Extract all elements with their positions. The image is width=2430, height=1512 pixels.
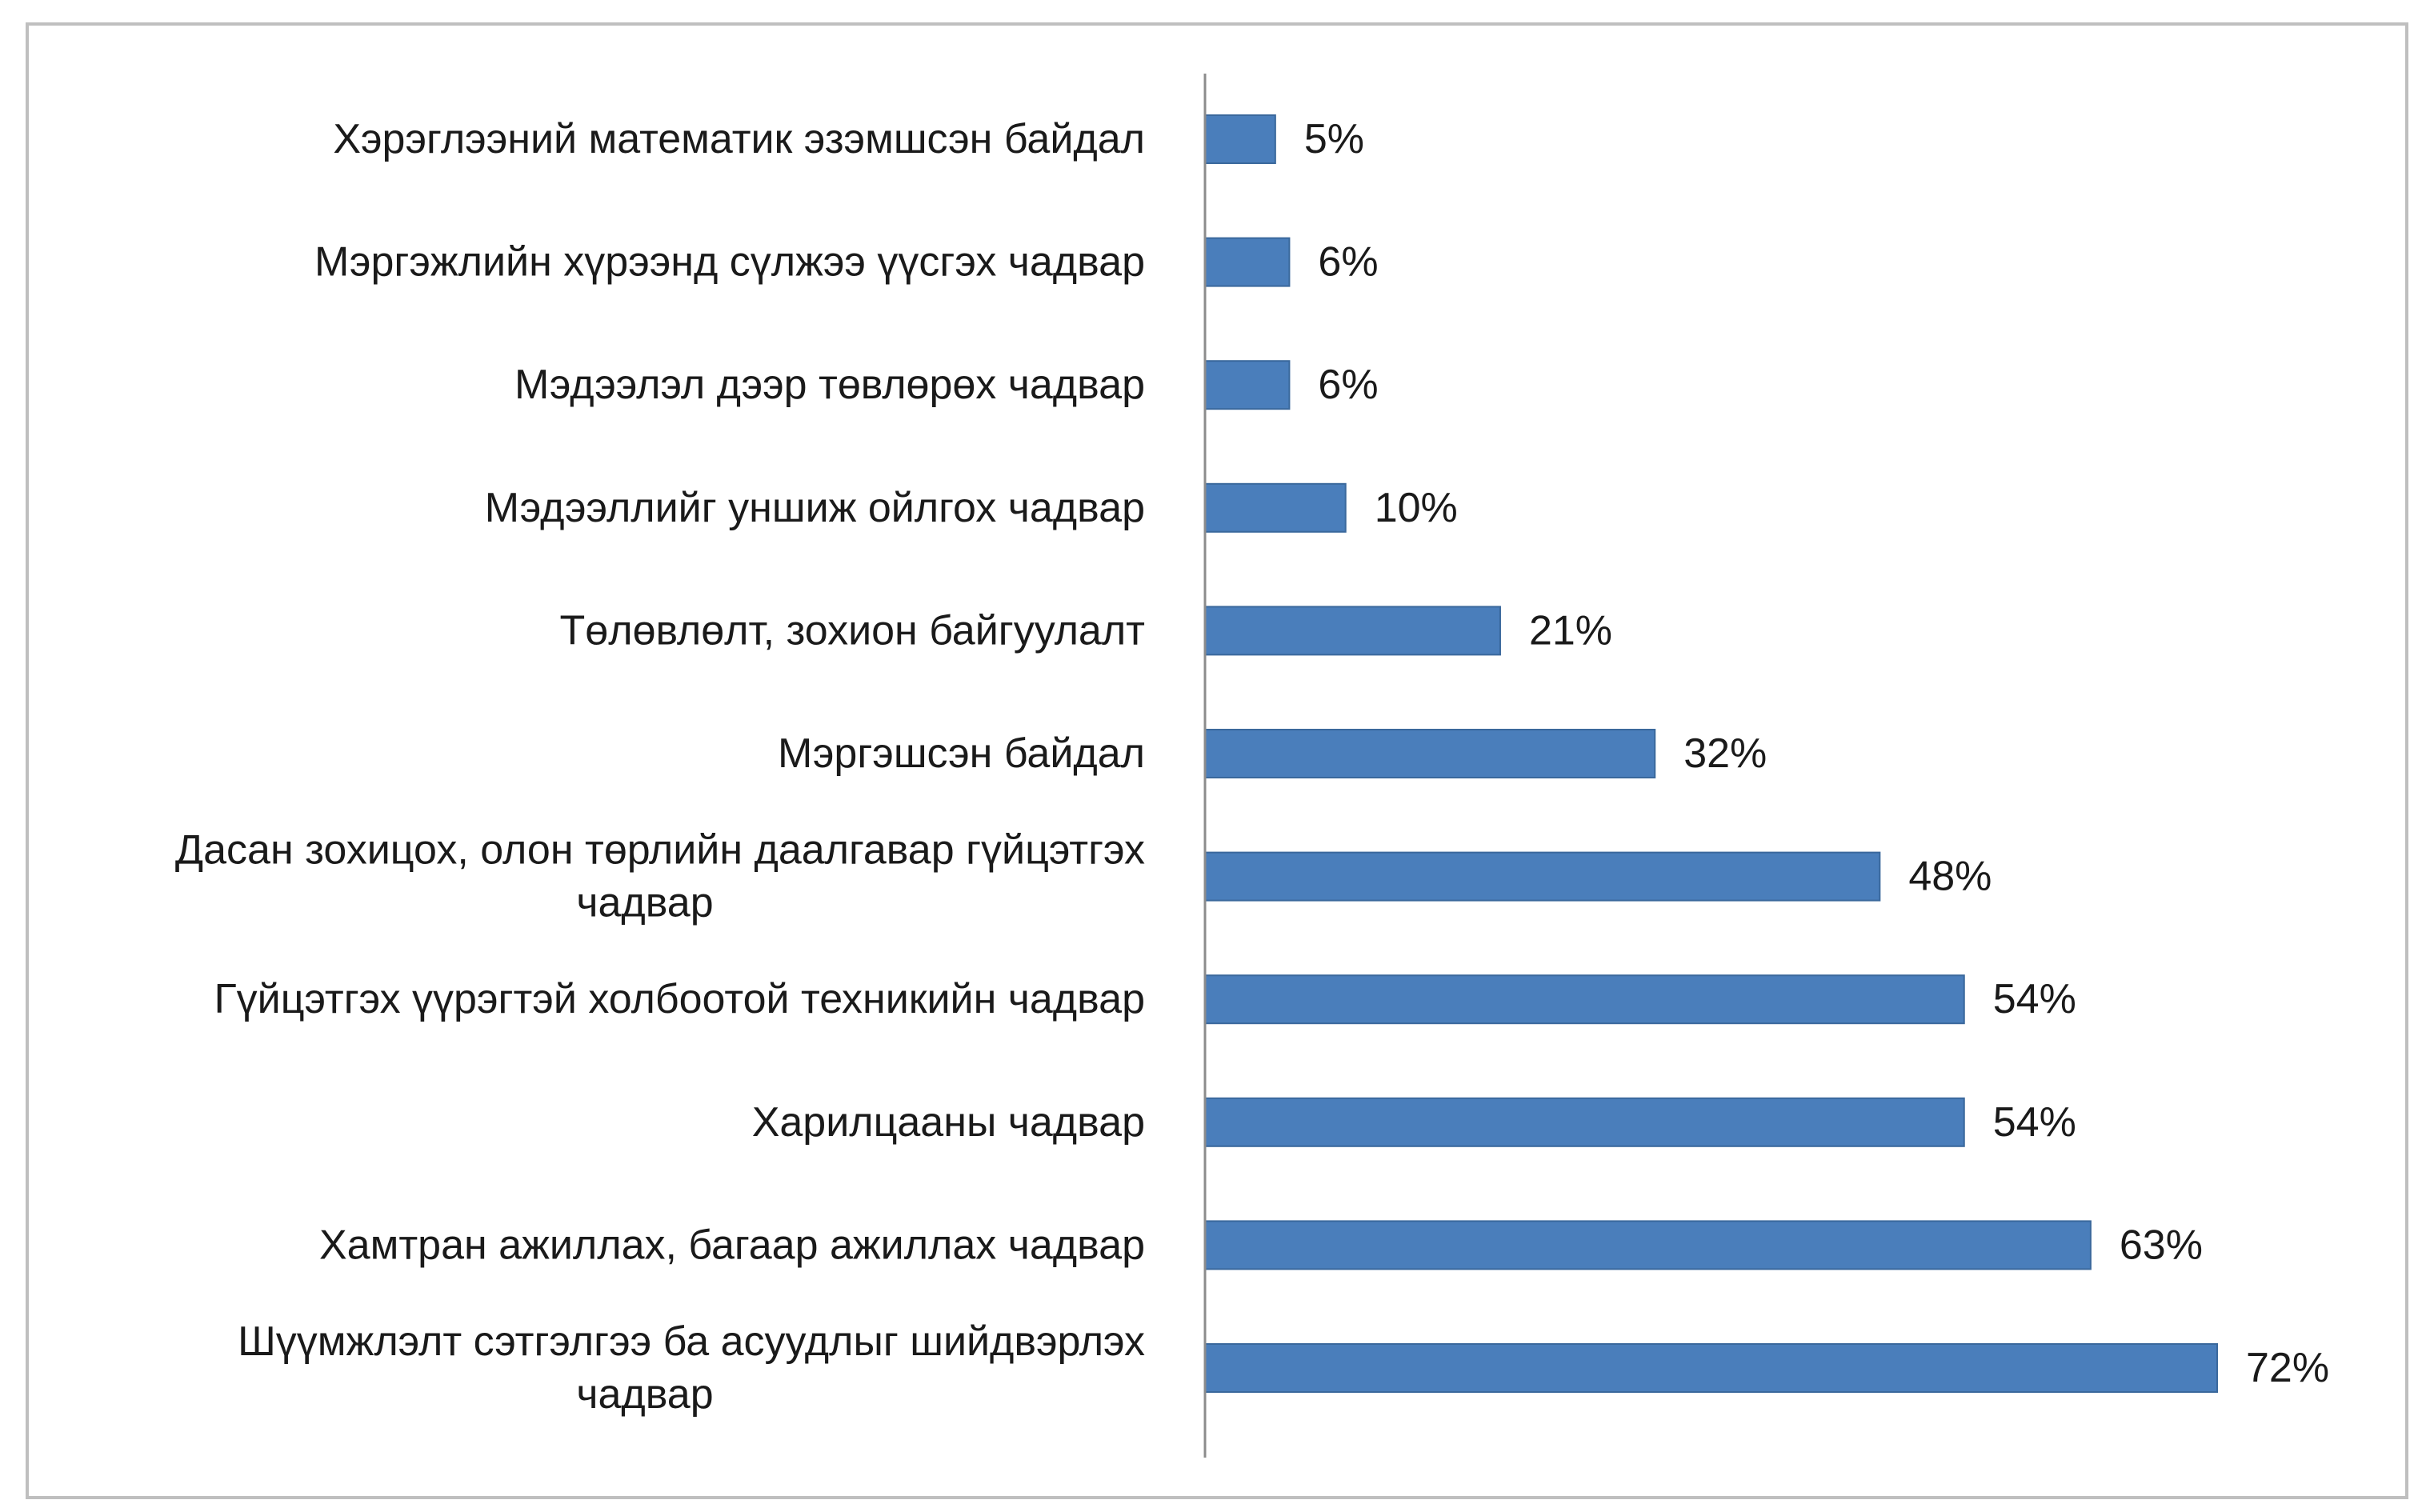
category-label-5: Мэргэшсэн байдал [778, 730, 1145, 777]
bar-chart: 5% Хэрэглээний математик эзэмшсэн байдал 6… [175, 74, 2329, 1458]
bar-9 [1204, 1220, 2092, 1270]
bar-10 [1204, 1343, 2218, 1393]
value-label-10: 72% [2246, 1345, 2329, 1391]
value-label-1: 6% [1318, 239, 1378, 286]
category-label-1: Мэргэжлийн хүрээнд сүлжээ үүсгэх чадвар [314, 239, 1145, 286]
bar-6 [1204, 851, 1881, 902]
bar-1 [1204, 237, 1291, 287]
category-label-6-line-0: Дасан зохицох, олон төрлийн даалгавар гү… [175, 827, 1145, 874]
labels-layer: 5% Хэрэглээний математик эзэмшсэн байдал 6… [175, 116, 2329, 1418]
bar-3 [1204, 482, 1347, 533]
category-label-4: Төлөвлөлт, зохион байгуулалт [560, 607, 1145, 654]
category-label-10-line-1: чадвар [576, 1371, 713, 1418]
value-label-5: 32% [1683, 730, 1767, 777]
category-label-8: Харилцааны чадвар [752, 1099, 1145, 1146]
value-label-4: 21% [1529, 607, 1612, 654]
chart-frame: 5% Хэрэглээний математик эзэмшсэн байдал 6… [26, 22, 2408, 1499]
category-label-0: Хэрэглээний математик эзэмшсэн байдал [333, 116, 1145, 162]
category-label-6-line-1: чадвар [576, 880, 713, 926]
value-label-3: 10% [1375, 485, 1458, 531]
bars-layer [1204, 114, 2218, 1393]
bar-7 [1204, 974, 1965, 1025]
category-label-7: Гүйцэтгэх үүрэгтэй холбоотой техникийн ч… [214, 976, 1146, 1022]
category-label-3: Мэдээллийг уншиж ойлгох чадвар [485, 485, 1145, 531]
value-label-0: 5% [1304, 116, 1364, 162]
bar-5 [1204, 729, 1656, 778]
bar-4 [1204, 606, 1501, 656]
category-label-2: Мэдээлэл дээр төвлөрөх чадвар [514, 362, 1145, 408]
value-label-8: 54% [1993, 1099, 2076, 1146]
bar-2 [1204, 360, 1291, 410]
value-label-9: 63% [2120, 1222, 2203, 1268]
bar-0 [1204, 114, 1276, 164]
value-label-2: 6% [1318, 362, 1378, 408]
value-label-6: 48% [1908, 854, 1992, 900]
bar-8 [1204, 1097, 1965, 1147]
value-label-7: 54% [1993, 976, 2076, 1022]
category-label-10-line-0: Шүүмжлэлт сэтгэлгээ ба асуудлыг шийдвэрл… [238, 1318, 1145, 1365]
category-label-9: Хамтран ажиллах, багаар ажиллах чадвар [319, 1222, 1145, 1268]
